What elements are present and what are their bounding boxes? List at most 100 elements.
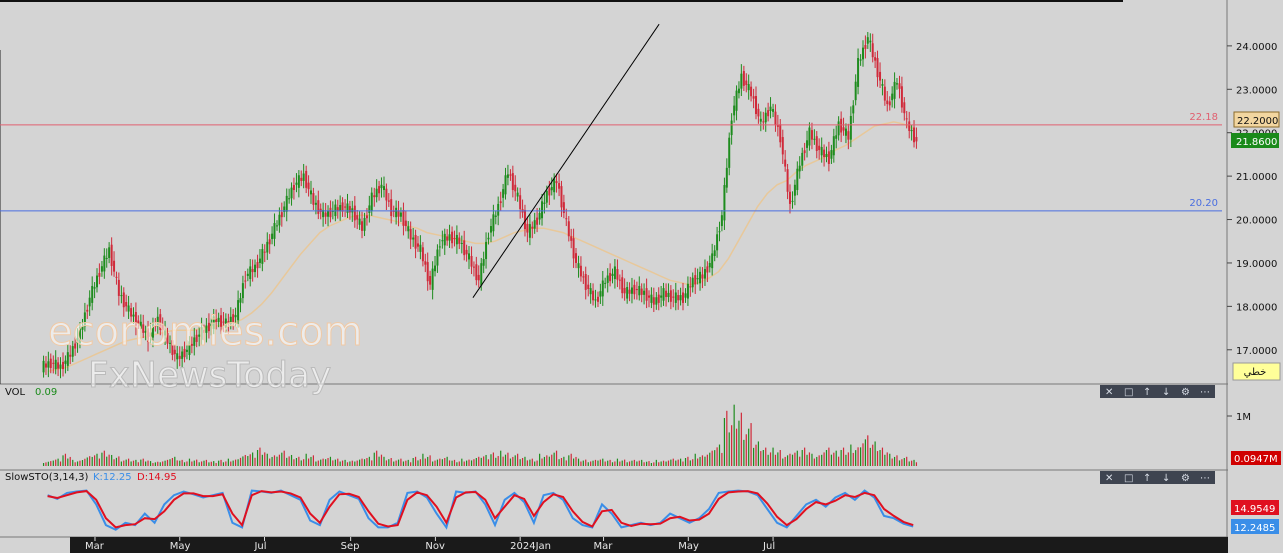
volume-bar xyxy=(733,404,735,466)
volume-bar xyxy=(755,444,757,466)
price-y-tick-label: 23.0000 xyxy=(1236,85,1277,96)
candle xyxy=(329,200,332,223)
candle xyxy=(378,180,381,201)
candle xyxy=(288,188,291,204)
maximize-icon[interactable]: □ xyxy=(1124,473,1133,484)
candle xyxy=(764,107,767,132)
candle xyxy=(725,158,728,193)
candle xyxy=(460,235,463,254)
candle xyxy=(78,321,81,349)
candle xyxy=(324,203,327,225)
volume-bar xyxy=(473,459,475,466)
candle xyxy=(874,51,877,69)
candle xyxy=(696,268,699,285)
volume-bar xyxy=(293,459,295,466)
candle xyxy=(803,142,806,161)
volume-bar xyxy=(915,462,918,466)
settings-icon[interactable]: ⚙ xyxy=(1181,473,1190,484)
volume-bar xyxy=(575,456,577,466)
close-icon[interactable]: ✕ xyxy=(1105,387,1113,398)
volume-value: 0.09 xyxy=(35,387,57,398)
volume-bar xyxy=(76,461,79,466)
volume-bar xyxy=(568,455,570,466)
candle xyxy=(137,315,140,329)
volume-bar xyxy=(125,459,127,466)
volume-bar xyxy=(89,456,91,466)
volume-bar xyxy=(789,453,791,466)
close-icon[interactable]: ✕ xyxy=(1105,473,1113,484)
volume-bar xyxy=(166,459,169,466)
settings-icon[interactable]: ⚙ xyxy=(1181,387,1190,398)
volume-bar xyxy=(492,452,494,466)
candle xyxy=(421,242,424,267)
price-y-axis: 17.000018.000019.000020.000021.000022.00… xyxy=(1227,42,1277,357)
move-down-icon[interactable]: ↓ xyxy=(1162,473,1170,484)
move-up-icon[interactable]: ↑ xyxy=(1143,387,1151,398)
volume-bar xyxy=(845,454,847,466)
volume-panel[interactable]: VOL 0.09 1M 0.0947M ✕ □ ↑ ↓ ⚙ ⋯ xyxy=(0,385,1281,471)
volume-bar xyxy=(334,459,336,466)
candle xyxy=(681,282,684,311)
candle xyxy=(468,246,471,270)
volume-bar xyxy=(784,456,786,466)
volume-bar xyxy=(723,418,726,466)
volume-bar xyxy=(383,456,385,466)
candle xyxy=(504,167,507,200)
more-icon[interactable]: ⋯ xyxy=(1200,387,1210,398)
stochastic-panel[interactable]: SlowSTO(3,14,3) K:12.25 D:14.95 14.9549 … xyxy=(0,471,1279,538)
candle xyxy=(397,200,400,227)
volume-bar xyxy=(132,460,135,466)
volume-bar xyxy=(276,456,278,466)
move-down-icon[interactable]: ↓ xyxy=(1162,387,1170,398)
volume-bar xyxy=(818,455,820,466)
candle xyxy=(103,248,106,279)
candle xyxy=(767,102,770,122)
candle xyxy=(511,165,514,198)
volume-y-tick: 1M xyxy=(1236,412,1251,423)
candle xyxy=(543,193,546,214)
candle xyxy=(47,351,50,378)
volume-bar xyxy=(509,458,512,466)
candle xyxy=(210,318,213,336)
volume-bar xyxy=(108,454,110,466)
volume-bar xyxy=(94,455,96,466)
volume-bar xyxy=(259,447,261,466)
candle xyxy=(806,130,809,158)
volume-bar xyxy=(290,454,293,466)
volume-bar xyxy=(84,458,86,466)
volume-bar xyxy=(573,458,575,466)
candle xyxy=(575,247,577,269)
candle xyxy=(134,302,137,336)
volume-bar xyxy=(174,456,176,466)
candle xyxy=(361,211,364,239)
chart-style-button[interactable]: خطي xyxy=(1232,362,1281,381)
horizontal-line-label: 20.20 xyxy=(1189,198,1218,209)
x-tick-label: Sep xyxy=(341,541,360,552)
move-up-icon[interactable]: ↑ xyxy=(1143,473,1151,484)
stochastic-panel-buttons[interactable]: ✕ □ ↑ ↓ ⚙ ⋯ xyxy=(1100,471,1215,484)
price-y-tick-label: 17.0000 xyxy=(1236,346,1277,357)
x-tick-label: May xyxy=(678,541,699,552)
more-icon[interactable]: ⋯ xyxy=(1200,473,1210,484)
volume-bar xyxy=(728,432,730,466)
volume-bar xyxy=(203,460,205,466)
volume-bar xyxy=(774,454,777,466)
volume-bar xyxy=(453,459,456,466)
candle xyxy=(823,144,826,167)
volume-bar xyxy=(560,458,563,466)
trendline-path[interactable] xyxy=(472,23,660,298)
volume-bar xyxy=(534,461,536,466)
volume-bar xyxy=(587,462,589,466)
volume-panel-buttons[interactable]: ✕ □ ↑ ↓ ⚙ ⋯ xyxy=(1100,385,1215,398)
volume-bar xyxy=(594,459,597,466)
candle xyxy=(769,97,772,119)
volume-bar xyxy=(137,462,139,466)
candle xyxy=(630,277,633,304)
volume-bar xyxy=(213,461,215,466)
candle xyxy=(550,177,553,196)
volume-bar xyxy=(813,458,815,466)
candle xyxy=(657,287,660,311)
maximize-icon[interactable]: □ xyxy=(1124,387,1133,398)
